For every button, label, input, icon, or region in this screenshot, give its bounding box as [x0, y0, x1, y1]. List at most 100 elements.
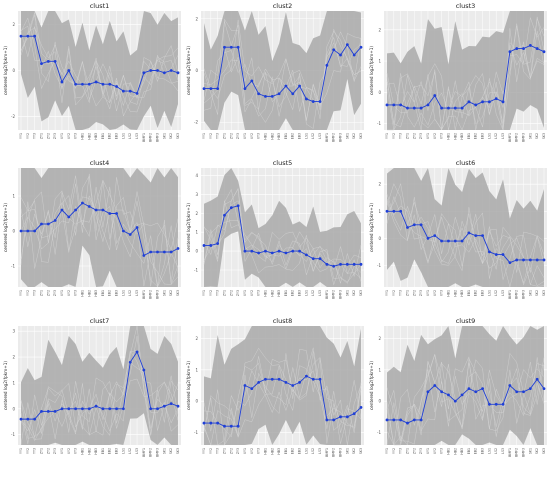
- x-tick-label: HB2: [270, 448, 274, 455]
- centroid-point: [81, 201, 84, 205]
- x-tick-label: EB3: [481, 133, 485, 139]
- centroid-point: [487, 250, 491, 254]
- centroid-point: [169, 402, 173, 406]
- y-tick-label: 0: [378, 236, 381, 241]
- x-tick-label: BMF2: [149, 448, 153, 457]
- x-tick-label: LS3: [501, 133, 505, 139]
- centroid-point: [392, 418, 396, 422]
- centroid-point: [149, 69, 153, 72]
- x-tick-label: XY3: [440, 448, 444, 454]
- centroid-point: [508, 384, 512, 387]
- x-tick-label: YY1: [19, 133, 23, 139]
- panel-title: clust6: [456, 159, 476, 167]
- centroid-point: [453, 399, 457, 403]
- x-tick-label: HB3: [94, 290, 98, 297]
- x-tick-label: ZY2: [46, 133, 50, 139]
- gene-profile-line: [386, 197, 545, 287]
- y-axis-label: centered log2(fpkm+1): [186, 361, 191, 410]
- centroid-point: [108, 407, 112, 411]
- centroid-point: [399, 103, 403, 107]
- x-tick-label: HB2: [270, 290, 274, 297]
- centroid-point: [522, 258, 525, 262]
- x-tick-label: EB1: [284, 133, 288, 139]
- centroid-point: [135, 91, 139, 95]
- x-tick-label: YY3: [216, 133, 220, 139]
- centroid-point: [447, 239, 450, 243]
- centroid-point: [202, 244, 206, 247]
- centroid-point: [412, 223, 416, 227]
- gene-profile-line: [20, 378, 179, 439]
- x-tick-label: XY1: [243, 133, 247, 139]
- y-tick-label: 2: [12, 22, 15, 27]
- centroid-point: [74, 407, 78, 411]
- centroid-point: [426, 390, 430, 394]
- gene-profile-line: [20, 190, 179, 287]
- x-tick-label: BMF1: [142, 290, 146, 299]
- centroid-point: [474, 103, 478, 107]
- x-tick-label: YY1: [385, 448, 389, 454]
- x-tick-label: HB2: [87, 448, 91, 455]
- x-tick-label: BMF2: [332, 290, 336, 299]
- x-tick-label: XY3: [257, 133, 261, 139]
- centroid-point: [236, 45, 240, 49]
- x-tick-label: XY3: [440, 133, 444, 139]
- x-tick-label: LS3: [135, 290, 139, 296]
- x-tick-label: HB1: [80, 290, 84, 297]
- x-tick-label: HB2: [453, 133, 457, 140]
- centroid-point: [339, 262, 342, 266]
- centroid-point: [257, 251, 261, 255]
- centroid-point: [169, 69, 173, 72]
- x-tick-label: BMF3: [522, 290, 526, 299]
- centroid-point: [345, 415, 349, 419]
- centroid-point: [53, 219, 57, 222]
- centroid-point: [74, 208, 78, 212]
- x-tick-label: SK3: [176, 290, 180, 296]
- x-tick-label: ZY3: [236, 133, 240, 139]
- gene-profile-line: [20, 336, 179, 442]
- centroid-point: [243, 249, 247, 253]
- x-tick-label: XY1: [426, 448, 430, 454]
- x-tick-label: ZY3: [53, 133, 57, 139]
- x-tick-label: YY2: [209, 290, 213, 296]
- y-axis-label: centered log2(fpkm+1): [3, 46, 8, 95]
- centroid-point: [202, 421, 206, 425]
- x-tick-label: SK2: [352, 133, 356, 139]
- centroid-point: [40, 222, 43, 226]
- panel-title: clust2: [273, 2, 293, 10]
- centroid-point: [60, 407, 64, 411]
- x-tick-label: YY2: [392, 290, 396, 296]
- y-axis-label: centered log2(fpkm+1): [186, 46, 191, 95]
- x-tick-label: YY3: [33, 290, 37, 296]
- centroid-point: [433, 94, 437, 97]
- x-tick-label: YY3: [216, 290, 220, 296]
- centroid-point: [202, 87, 206, 91]
- x-tick-label: HB3: [460, 290, 464, 297]
- centroid-point: [229, 45, 233, 49]
- x-tick-label: LS3: [501, 448, 505, 454]
- x-tick-label: ZY2: [229, 448, 233, 454]
- centroid-point: [399, 418, 403, 422]
- centroid-point: [352, 53, 356, 57]
- x-tick-label: YY2: [26, 290, 30, 296]
- centroid-point: [250, 249, 254, 253]
- centroid-point: [311, 377, 315, 381]
- centroid-point: [447, 393, 450, 397]
- x-tick-label: HB1: [80, 133, 84, 140]
- x-tick-label: XY1: [60, 448, 64, 454]
- centroid-point: [19, 417, 23, 421]
- y-tick-label: 1: [378, 209, 381, 214]
- centroid-point: [53, 59, 57, 63]
- centroid-point: [332, 264, 336, 268]
- centroid-point: [453, 239, 457, 243]
- gene-profile-line: [20, 325, 179, 434]
- x-tick-label: BMF2: [515, 133, 519, 142]
- x-tick-label: XY3: [257, 448, 261, 454]
- centroid-point: [528, 387, 532, 391]
- x-tick-label: ZY2: [412, 290, 416, 296]
- x-tick-label: XY2: [433, 448, 437, 454]
- x-tick-label: LS3: [135, 448, 139, 454]
- y-tick-label: 0: [195, 399, 198, 404]
- centroid-point: [487, 402, 491, 406]
- panel-clust5: clust5 -1 0 1 2 3 4 centered log2(fpkm+1) YY1 YY2…: [186, 159, 364, 299]
- x-tick-label: XY1: [426, 290, 430, 296]
